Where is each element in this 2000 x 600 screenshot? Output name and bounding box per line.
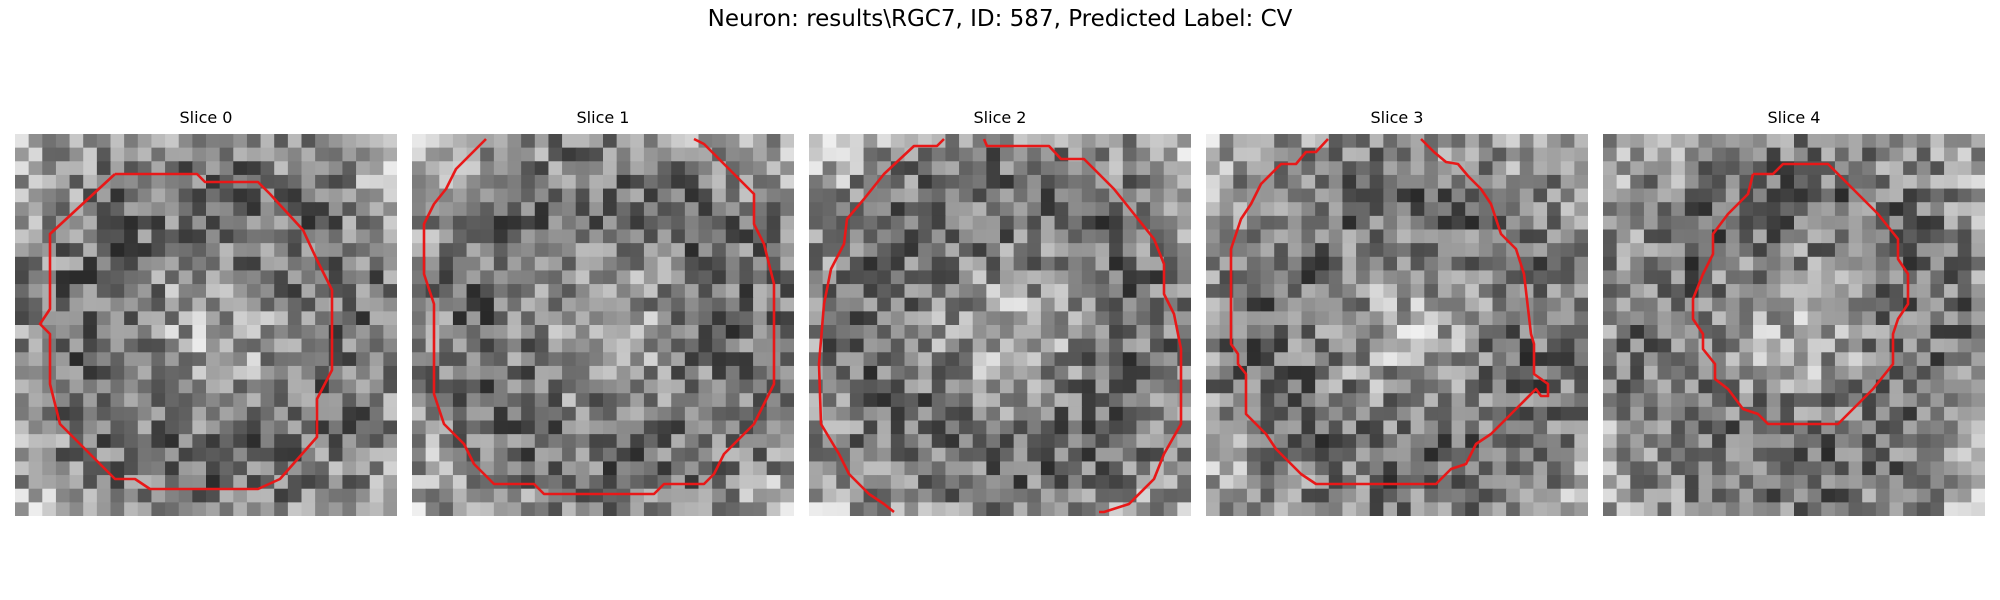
slice-title-2: Slice 2 (973, 108, 1027, 127)
grayscale-pixels (412, 134, 794, 516)
slice-title-4: Slice 4 (1767, 108, 1821, 127)
slice-image-0 (15, 134, 397, 516)
contour-line (422, 137, 776, 496)
contour-line (817, 138, 945, 514)
contour-line (38, 172, 334, 491)
slice-image-1 (412, 134, 794, 516)
contour-line (1691, 162, 1910, 426)
grayscale-pixels (809, 134, 1191, 516)
slice-panel-1: Slice 1 (412, 108, 794, 516)
figure-title: Neuron: results\RGC7, ID: 587, Predicted… (707, 6, 1293, 32)
slice-image-4 (1603, 134, 1985, 516)
contour-line (1229, 138, 1550, 486)
slice-image-2 (809, 134, 1191, 516)
grayscale-pixels (1603, 134, 1985, 516)
slice-panel-0: Slice 0 (15, 108, 397, 516)
slice-title-3: Slice 3 (1370, 108, 1424, 127)
slice-panel-2: Slice 2 (809, 108, 1191, 516)
slice-title-0: Slice 0 (179, 108, 233, 127)
slice-panel-4: Slice 4 (1603, 108, 1985, 516)
slice-image-3 (1206, 134, 1588, 516)
contour-line (982, 138, 1183, 514)
slice-title-1: Slice 1 (576, 108, 630, 127)
slice-panel-3: Slice 3 (1206, 108, 1588, 516)
grayscale-pixels (15, 134, 397, 516)
